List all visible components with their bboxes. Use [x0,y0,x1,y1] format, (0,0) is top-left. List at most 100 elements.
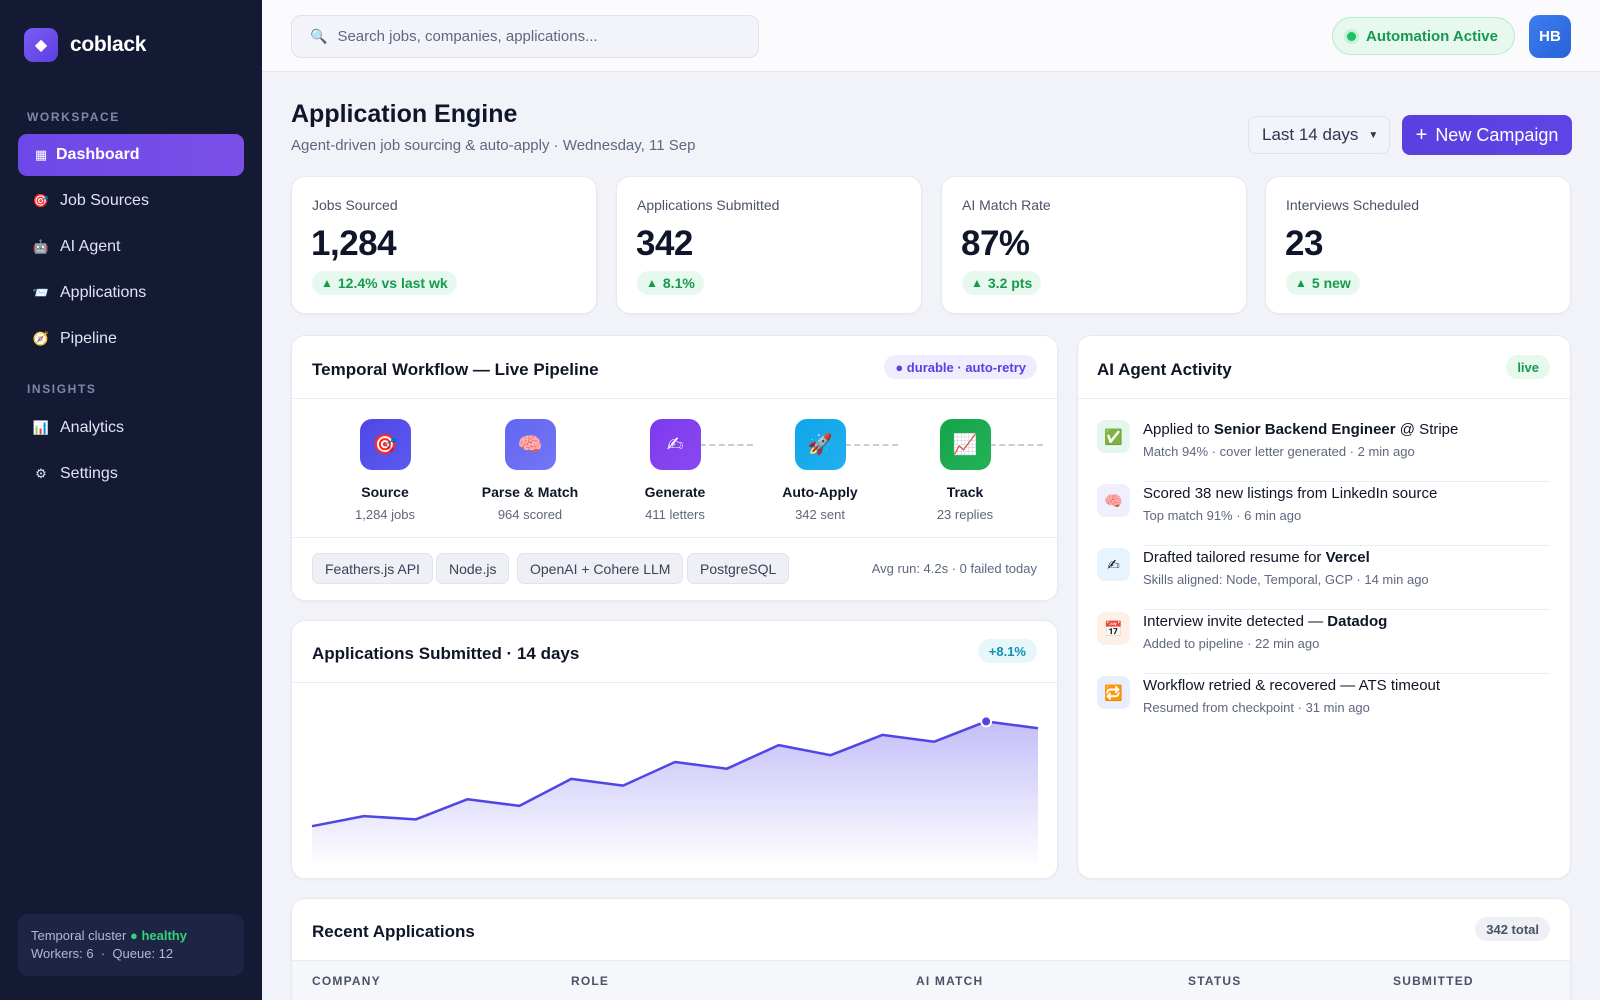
pipeline-step-auto-apply[interactable]: 🚀 Auto-Apply 342 sent [760,419,880,522]
sidebar-item-label: Dashboard [56,146,140,163]
date-range-select[interactable]: Last 14 days ▼ [1248,116,1390,154]
workflow-title: Temporal Workflow — Live Pipeline [312,360,599,379]
kpi-delta: ▲ 3.2 pts [962,271,1042,295]
sidebar-item-label: Pipeline [60,330,117,347]
step-name: Parse & Match [481,484,579,500]
kpi-value: 23 [1285,224,1323,263]
status-dot-icon [1347,31,1356,41]
chart-area-fill [312,721,1038,862]
arrow-up-icon: ▲ [646,276,658,290]
activity-meta: Skills aligned: Node, Temporal, GCP · 14… [1143,572,1429,587]
durable-badge: ● durable · auto-retry [884,355,1037,379]
run-meta: Avg run: 4.2s · 0 failed today [871,561,1037,576]
checkbox-icon: ✅ [1097,420,1130,453]
arrow-up-icon: ▲ [1295,276,1307,290]
writing-hand-icon: ✍ [649,419,701,470]
activity-meta: Added to pipeline · 22 min ago [1143,636,1320,651]
gear-icon: ⚙ [35,466,47,481]
kpi-card-jobs-sourced: Jobs Sourced 1,284 ▲ 12.4% vs last wk [291,176,597,314]
pipeline-connector [826,444,898,446]
cluster-status: Temporal cluster ● healthy Workers: 6 · … [18,914,244,976]
step-meta: 342 sent [795,507,845,522]
sidebar-item-ai-agent[interactable]: 🤖 AI Agent [18,226,244,268]
kpi-label: Applications Submitted [637,197,780,213]
automation-status-badge[interactable]: Automation Active [1332,17,1515,55]
sidebar-item-pipeline[interactable]: 🧭 Pipeline [18,318,244,360]
kpi-card-applications-submitted: Applications Submitted 342 ▲ 8.1% [616,176,922,314]
search-input[interactable] [337,28,738,45]
activity-meta: Resumed from checkpoint · 31 min ago [1143,700,1370,715]
step-name: Source [361,484,409,500]
step-meta: 964 scored [497,507,563,522]
step-meta: 1,284 jobs [355,507,415,522]
kpi-value: 87% [961,224,1030,263]
live-badge: live [1506,355,1550,379]
pipeline-step-parse-match[interactable]: 🧠 Parse & Match 964 scored [470,419,590,522]
recent-title: Recent Applications [312,922,475,941]
target-icon: 🎯 [32,193,50,208]
search-box[interactable]: 🔍 [291,15,759,58]
kpi-label: Jobs Sourced [312,197,398,213]
column-header-role[interactable]: ROLE [571,974,610,988]
workflow-card: Temporal Workflow — Live Pipeline ● dura… [291,335,1188,601]
pipeline-connector [971,444,1043,446]
topbar: 🔍 Automation Active HB [262,0,1600,72]
activity-item[interactable]: ✍ Drafted tailored resume for Vercel Ski… [1097,546,1550,610]
kpi-delta: ▲ 8.1% [637,271,704,295]
activity-card: AI Agent Activity live ✅ Applied to Seni… [1077,335,1571,879]
step-name: Auto-Apply [782,484,858,500]
sidebar-item-dashboard[interactable]: ▦ Dashboard [18,134,244,176]
pipeline-step-track[interactable]: 📈 Track 23 replies [905,419,1025,522]
cluster-workers: Workers: 6 [31,946,94,961]
sidebar-item-applications[interactable]: 📨 Applications [18,272,244,314]
pipeline-step-source[interactable]: 🎯 Source 1,284 jobs [325,419,445,522]
activity-meta: Match 94% · cover letter generated · 2 m… [1143,444,1415,459]
date-range-label: Last 14 days [1262,125,1359,144]
envelope-icon: 📨 [32,285,50,300]
sidebar: ◆ coblack WORKSPACE ▦ Dashboard 🎯 Job So… [0,0,262,1000]
brain-icon: 🧠 [504,419,556,470]
activity-item[interactable]: 🧠 Scored 38 new listings from LinkedIn s… [1097,482,1550,546]
writing-hand-icon: ✍ [1097,548,1130,581]
column-header-submitted[interactable]: SUBMITTED [1393,974,1474,988]
activity-item[interactable]: ✅ Applied to Senior Backend Engineer @ S… [1097,418,1550,482]
sidebar-item-label: Job Sources [60,192,149,209]
activity-text: Scored 38 new listings from LinkedIn sou… [1143,485,1438,502]
kpi-label: AI Match Rate [962,197,1051,213]
total-badge: 342 total [1475,917,1550,941]
bar-chart-icon: 📊 [32,420,50,435]
calendar-icon: 📅 [1097,612,1130,645]
sidebar-item-analytics[interactable]: 📊 Analytics [18,407,244,449]
sidebar-item-label: Applications [60,284,147,301]
avatar[interactable]: HB [1529,15,1571,58]
trend-title: Applications Submitted · 14 days [312,644,580,663]
new-campaign-button[interactable]: + New Campaign [1402,115,1572,155]
column-header-ai-match[interactable]: AI MATCH [916,974,984,988]
kpi-value: 342 [636,224,693,263]
step-name: Track [946,484,984,500]
activity-text: Interview invite detected — Datadog [1143,613,1388,630]
kpi-delta: ▲ 5 new [1286,271,1360,295]
kpi-card-interviews-scheduled: Interviews Scheduled 23 ▲ 5 new [1265,176,1571,314]
new-campaign-label: New Campaign [1435,124,1559,145]
column-header-company[interactable]: COMPANY [312,974,381,988]
cluster-health: ● healthy [130,928,187,943]
column-header-status[interactable]: STATUS [1188,974,1242,988]
sidebar-item-label: Analytics [60,419,125,436]
page-title: Application Engine [291,100,518,128]
pipeline-step-generate[interactable]: ✍ Generate 411 letters [615,419,735,522]
step-meta: 23 replies [936,507,994,522]
sidebar-item-settings[interactable]: ⚙ Settings [18,453,244,495]
trend-chart-icon: 📈 [939,419,991,470]
step-meta: 411 letters [645,507,705,522]
chart-highlight-point[interactable] [980,715,993,728]
activity-meta: Top match 91% · 6 min ago [1143,508,1302,523]
kpi-delta: ▲ 12.4% vs last wk [312,271,457,295]
activity-item[interactable]: 📅 Interview invite detected — Datadog Ad… [1097,610,1550,674]
tech-chip-feathers: Feathers.js API [312,553,433,584]
sidebar-item-job-sources[interactable]: 🎯 Job Sources [18,180,244,222]
activity-item[interactable]: 🔁 Workflow retried & recovered — ATS tim… [1097,674,1550,738]
tech-chip-llm: OpenAI + Cohere LLM [517,553,684,584]
cluster-queue: Queue: 12 [112,946,174,961]
brand[interactable]: ◆ coblack [24,28,146,62]
